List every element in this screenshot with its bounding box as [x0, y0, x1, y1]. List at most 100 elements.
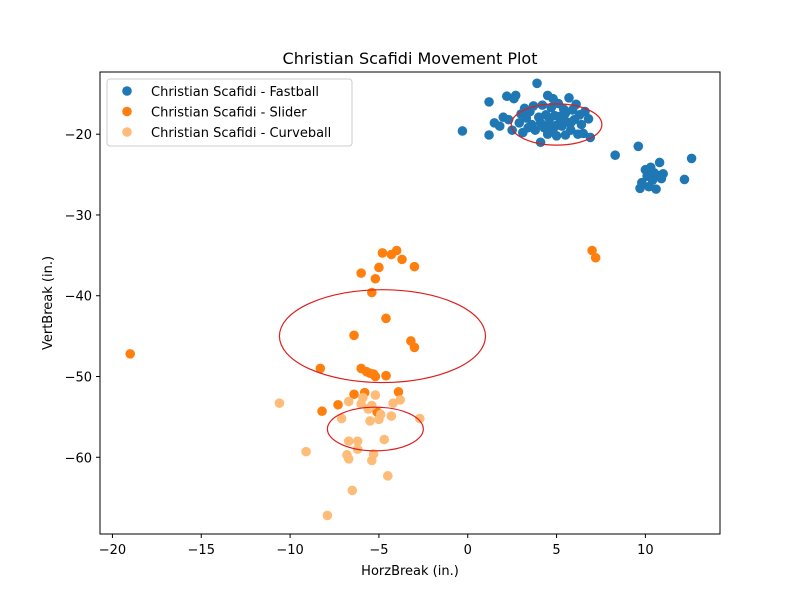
legend-items: Christian Scafidi - Fastball Christian Sc…	[122, 85, 331, 141]
data-point-s1-4	[349, 330, 359, 341]
x-tick-label: −5	[369, 543, 388, 558]
plot-background	[100, 72, 720, 534]
data-point-s1-19	[381, 313, 391, 324]
x-tick-label: 0	[464, 543, 472, 558]
legend-label-2: Christian Scafidi - Curveball	[151, 126, 331, 141]
data-point-s0-76	[686, 153, 697, 164]
data-point-s2-9	[352, 436, 363, 446]
data-point-s1-7	[356, 268, 366, 278]
legend: Christian Scafidi - Fastball Christian Sc…	[106, 78, 353, 147]
data-point-s2-18	[375, 409, 386, 420]
data-point-s2-16	[370, 390, 381, 400]
cluster-ellipse-0	[510, 103, 603, 146]
data-point-s0-56	[585, 132, 596, 143]
x-tick-label: 10	[637, 543, 654, 558]
data-point-s2-20	[382, 471, 393, 481]
cluster-ellipse-1	[278, 289, 487, 384]
data-point-s0-63	[637, 177, 647, 188]
data-point-s1-17	[374, 262, 384, 273]
data-point-s2-7	[347, 485, 358, 496]
data-point-s0-75	[679, 174, 690, 185]
legend-marker-1	[122, 106, 132, 117]
y-tick-label: −60	[65, 451, 92, 466]
y-axis-label: VertBreak (in.)	[41, 256, 56, 350]
x-axis-ticks: −20 −15 −10 −5 0 5 10	[99, 534, 654, 558]
legend-label-0: Christian Scafidi - Fastball	[151, 85, 319, 100]
data-point-s0-4	[494, 121, 505, 131]
x-axis-label: HorzBreak (in.)	[361, 564, 459, 579]
data-point-s1-14	[370, 371, 381, 382]
data-point-s2-25	[343, 436, 354, 446]
data-point-s0-19	[528, 101, 539, 111]
data-point-s0-2	[484, 130, 494, 140]
data-point-s2-1	[301, 446, 311, 457]
y-axis-ticks: −60 −50 −40 −30 −20	[65, 128, 100, 466]
data-point-s1-0	[125, 349, 135, 359]
data-point-s2-0	[274, 398, 285, 408]
data-point-s0-20	[530, 125, 541, 135]
data-point-s0-55	[583, 114, 594, 124]
data-point-s1-24	[397, 254, 407, 265]
plot-area	[100, 72, 720, 534]
cluster-ellipses	[278, 103, 603, 452]
data-point-s0-36	[551, 131, 562, 141]
x-tick-label: 5	[552, 543, 560, 558]
y-tick-label: −40	[65, 290, 92, 305]
data-point-s2-23	[395, 395, 406, 405]
cluster-ellipse-2	[326, 406, 424, 452]
data-point-s2-19	[379, 434, 390, 445]
legend-marker-2	[122, 127, 132, 137]
data-point-s0-49	[571, 99, 581, 110]
data-point-s1-3	[333, 399, 343, 410]
data-point-s1-27	[409, 342, 420, 353]
data-point-s2-11	[358, 392, 368, 403]
data-point-s2-15	[368, 449, 379, 459]
data-point-s2-21	[386, 411, 397, 421]
data-point-s1-29	[590, 252, 601, 263]
data-point-s1-1	[315, 363, 326, 374]
chart-title: Christian Scafidi Movement Plot	[283, 49, 538, 68]
axes-frame	[99, 71, 721, 535]
data-point-s2-24	[414, 413, 425, 424]
data-point-s1-20	[381, 370, 391, 381]
data-point-s0-74	[658, 168, 668, 179]
data-point-s0-60	[610, 150, 620, 160]
data-point-s0-45	[564, 93, 574, 103]
data-point-s0-24	[535, 137, 546, 148]
data-point-s0-11	[514, 118, 525, 128]
data-point-s0-58	[544, 118, 555, 129]
data-point-s0-52	[576, 119, 587, 130]
data-point-s0-21	[532, 78, 542, 89]
data-point-s0-0	[457, 126, 468, 136]
data-point-s1-5	[349, 389, 359, 400]
data-point-s0-57	[555, 113, 565, 123]
legend-marker-0	[122, 86, 132, 96]
legend-box	[106, 78, 353, 147]
x-tick-label: −20	[99, 543, 126, 558]
data-point-s1-22	[391, 245, 402, 256]
data-points	[125, 78, 697, 521]
data-point-s0-53	[578, 128, 589, 139]
y-tick-label: −50	[65, 371, 92, 386]
data-point-s2-26	[367, 400, 377, 411]
legend-label-1: Christian Scafidi - Slider	[151, 106, 307, 121]
data-point-s1-18	[377, 248, 388, 258]
data-point-s2-6	[343, 454, 354, 464]
y-tick-label: −30	[65, 209, 92, 224]
data-point-s0-59	[565, 118, 576, 128]
data-point-s0-10	[510, 90, 521, 101]
data-point-s0-1	[484, 97, 494, 107]
data-point-s1-12	[367, 287, 377, 298]
data-point-s1-23	[393, 387, 404, 397]
data-point-s0-72	[654, 157, 665, 168]
data-point-s0-31	[546, 102, 557, 113]
data-point-s1-26	[409, 261, 420, 272]
data-point-s0-70	[651, 184, 661, 194]
data-point-s1-28	[587, 245, 597, 256]
data-point-s0-61	[633, 141, 644, 152]
data-point-s2-2	[322, 510, 333, 521]
data-point-s0-46	[565, 125, 576, 135]
data-point-s2-3	[336, 413, 347, 424]
data-point-s2-13	[365, 416, 375, 426]
